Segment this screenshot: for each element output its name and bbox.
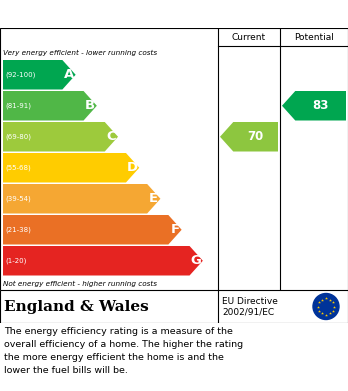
Polygon shape: [3, 153, 139, 183]
Text: (55-68): (55-68): [5, 165, 31, 171]
Text: G: G: [191, 254, 201, 267]
Text: Potential: Potential: [294, 32, 334, 41]
Polygon shape: [3, 122, 118, 151]
Text: (39-54): (39-54): [5, 196, 31, 202]
Text: Energy Efficiency Rating: Energy Efficiency Rating: [7, 7, 209, 22]
Text: (92-100): (92-100): [5, 72, 35, 78]
Text: Very energy efficient - lower running costs: Very energy efficient - lower running co…: [3, 50, 157, 56]
Polygon shape: [3, 60, 76, 90]
Polygon shape: [3, 215, 182, 244]
Text: (81-91): (81-91): [5, 102, 31, 109]
Text: 70: 70: [247, 130, 264, 143]
Text: 83: 83: [313, 99, 329, 112]
Text: B: B: [85, 99, 95, 112]
Text: (1-20): (1-20): [5, 258, 26, 264]
Text: Current: Current: [232, 32, 266, 41]
Text: Not energy efficient - higher running costs: Not energy efficient - higher running co…: [3, 280, 157, 287]
Text: 2002/91/EC: 2002/91/EC: [222, 308, 274, 317]
Text: F: F: [171, 223, 180, 236]
Polygon shape: [3, 184, 160, 213]
Circle shape: [313, 294, 339, 319]
Text: (69-80): (69-80): [5, 133, 31, 140]
Text: D: D: [127, 161, 138, 174]
Text: (21-38): (21-38): [5, 226, 31, 233]
Text: C: C: [106, 130, 116, 143]
Polygon shape: [3, 91, 97, 120]
Polygon shape: [3, 246, 203, 276]
Text: England & Wales: England & Wales: [4, 300, 149, 314]
Text: EU Directive: EU Directive: [222, 297, 278, 306]
Polygon shape: [282, 91, 346, 120]
Text: The energy efficiency rating is a measure of the
overall efficiency of a home. T: The energy efficiency rating is a measur…: [4, 327, 243, 375]
Text: A: A: [64, 68, 74, 81]
Polygon shape: [220, 122, 278, 151]
Text: E: E: [149, 192, 158, 205]
